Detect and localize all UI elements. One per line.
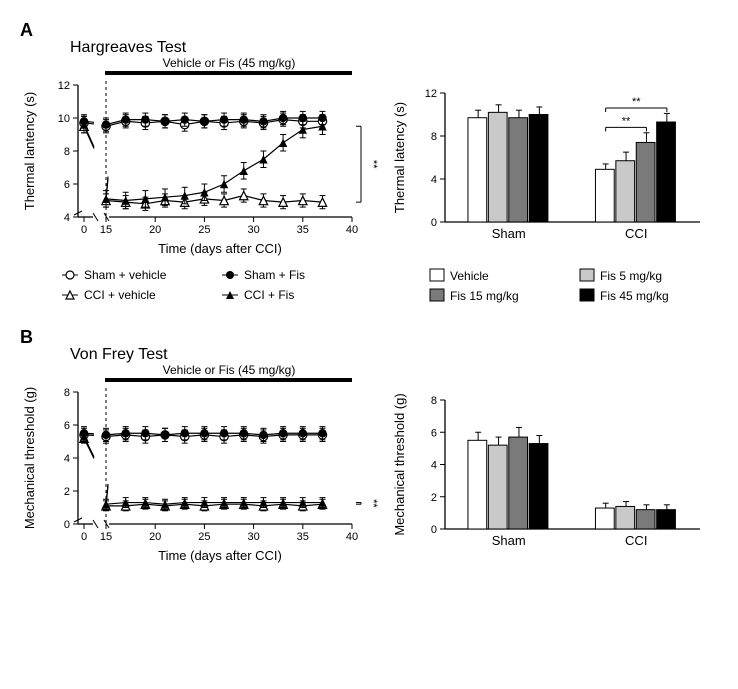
svg-text:Thermal latency (s): Thermal latency (s) bbox=[392, 102, 407, 213]
svg-text:20: 20 bbox=[149, 224, 161, 236]
svg-text:Fis 45 mg/kg: Fis 45 mg/kg bbox=[600, 289, 669, 303]
svg-text:8: 8 bbox=[64, 146, 70, 158]
svg-text:Thermal lantency (s): Thermal lantency (s) bbox=[22, 92, 37, 210]
svg-text:Mechanical threshold (g): Mechanical threshold (g) bbox=[392, 393, 407, 535]
svg-text:Mechanical threshold (g): Mechanical threshold (g) bbox=[22, 387, 37, 529]
vonfrey-bar-chart: 0 2 4 6 8 Mechanical threshold (g) Sham CCI bbox=[390, 382, 710, 557]
svg-text:15: 15 bbox=[100, 531, 112, 543]
svg-text:CCI: CCI bbox=[625, 226, 647, 241]
svg-text:20: 20 bbox=[149, 531, 161, 543]
svg-text:Sham + vehicle: Sham + vehicle bbox=[84, 268, 167, 282]
svg-text:0: 0 bbox=[81, 224, 87, 236]
svg-text:0: 0 bbox=[431, 524, 437, 536]
svg-text:15: 15 bbox=[100, 224, 112, 236]
panel-b-letter: B bbox=[20, 327, 718, 348]
hargreaves-bar-chart: 0 4 8 12 Thermal latency (s) Sham CCI **** bbox=[390, 75, 710, 250]
svg-text:12: 12 bbox=[58, 80, 70, 92]
svg-text:8: 8 bbox=[431, 131, 437, 143]
svg-text:30: 30 bbox=[247, 224, 259, 236]
panel-a-letter: A bbox=[20, 20, 718, 41]
svg-text:0: 0 bbox=[81, 531, 87, 543]
svg-text:Fis 15 mg/kg: Fis 15 mg/kg bbox=[450, 289, 519, 303]
svg-text:40: 40 bbox=[346, 224, 358, 236]
svg-text:10: 10 bbox=[58, 113, 70, 125]
svg-text:0: 0 bbox=[431, 217, 437, 229]
panel-a: A Hargreaves Test 46810120152025303540Ti… bbox=[20, 20, 718, 257]
svg-text:4: 4 bbox=[64, 212, 70, 224]
panel-b: B Von Frey Test 024680152025303540Time (… bbox=[20, 327, 718, 564]
svg-text:6: 6 bbox=[431, 427, 437, 439]
svg-text:35: 35 bbox=[297, 531, 309, 543]
svg-text:Vehicle or Fis (45 mg/kg): Vehicle or Fis (45 mg/kg) bbox=[163, 364, 296, 377]
svg-text:Time (days after CCI): Time (days after CCI) bbox=[158, 548, 282, 563]
vonfrey-timecourse-chart: 0 2 4 6 8 0 15 20 25 30 35 40 Time (days after CCI) M… bbox=[20, 364, 380, 564]
svg-text:Sham: Sham bbox=[492, 533, 526, 548]
svg-text:CCI + Fis: CCI + Fis bbox=[244, 288, 294, 302]
panel-b-title: Von Frey Test bbox=[70, 346, 718, 364]
svg-text:Sham: Sham bbox=[492, 226, 526, 241]
svg-text:25: 25 bbox=[198, 224, 210, 236]
svg-text:35: 35 bbox=[297, 224, 309, 236]
svg-text:0: 0 bbox=[64, 519, 70, 531]
svg-text:8: 8 bbox=[64, 387, 70, 399]
svg-text:**: ** bbox=[632, 96, 641, 108]
svg-text:Vehicle: Vehicle bbox=[450, 269, 489, 283]
svg-text:25: 25 bbox=[198, 531, 210, 543]
svg-text:4: 4 bbox=[431, 460, 437, 472]
svg-text:2: 2 bbox=[431, 492, 437, 504]
svg-text:CCI: CCI bbox=[625, 533, 647, 548]
line-legend: Sham + vehicle Sham + Fis CCI + vehicle CCI… bbox=[60, 263, 394, 313]
svg-text:6: 6 bbox=[64, 179, 70, 191]
svg-text:4: 4 bbox=[64, 453, 70, 465]
svg-text:**: ** bbox=[622, 115, 631, 127]
svg-text:CCI + vehicle: CCI + vehicle bbox=[84, 288, 156, 302]
svg-text:**: ** bbox=[367, 160, 379, 169]
svg-text:12: 12 bbox=[425, 88, 437, 100]
hargreaves-timecourse-chart: 4 6 8 10 12 0 15 20 25 30 35 40 Time (days after CCI… bbox=[20, 57, 380, 257]
svg-text:**: ** bbox=[367, 499, 379, 508]
svg-text:6: 6 bbox=[64, 420, 70, 432]
svg-text:30: 30 bbox=[247, 531, 259, 543]
svg-text:Fis 5 mg/kg: Fis 5 mg/kg bbox=[600, 269, 662, 283]
svg-text:Time (days after CCI): Time (days after CCI) bbox=[158, 241, 282, 256]
svg-text:2: 2 bbox=[64, 486, 70, 498]
svg-text:Sham + Fis: Sham + Fis bbox=[244, 268, 305, 282]
svg-text:40: 40 bbox=[346, 531, 358, 543]
panel-a-title: Hargreaves Test bbox=[70, 39, 718, 57]
svg-text:4: 4 bbox=[431, 174, 437, 186]
bar-legend: Vehicle Fis 15 mg/kg Fis 5 mg/kg Fis 45 mg/… bbox=[424, 263, 718, 313]
svg-text:Vehicle or Fis (45 mg/kg): Vehicle or Fis (45 mg/kg) bbox=[163, 57, 296, 70]
svg-text:8: 8 bbox=[431, 395, 437, 407]
